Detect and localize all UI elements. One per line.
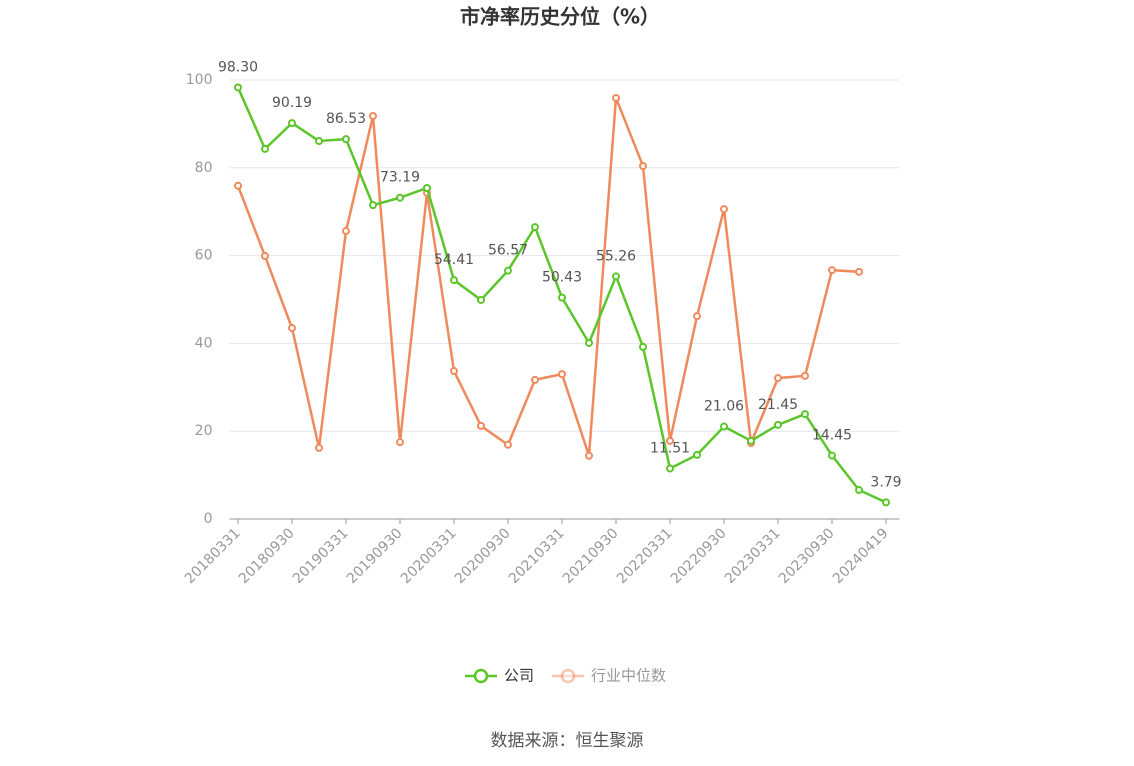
data-point	[234, 83, 242, 92]
x-tick-label: 20230930	[776, 525, 838, 587]
data-point	[396, 438, 404, 447]
data-point	[369, 201, 377, 210]
data-point	[558, 293, 566, 302]
data-point	[369, 111, 377, 120]
x-tick-label: 20230331	[722, 525, 784, 587]
data-point	[531, 375, 539, 384]
data-point	[585, 338, 593, 347]
data-label: 73.19	[380, 170, 420, 186]
x-tick-label: 20190331	[290, 525, 352, 587]
data-label: 3.79	[870, 474, 901, 490]
data-point	[693, 312, 701, 321]
data-point	[450, 367, 458, 376]
data-point	[234, 181, 242, 190]
y-tick-label: 20	[195, 423, 213, 439]
legend-marker	[473, 668, 489, 684]
data-label: 11.51	[650, 440, 690, 456]
x-tick-label: 20200930	[452, 525, 514, 587]
data-label: 86.53	[326, 111, 366, 127]
data-label: 54.41	[434, 252, 474, 268]
x-tick-label: 20190930	[344, 525, 406, 587]
data-point	[639, 162, 647, 171]
legend-marker	[560, 668, 576, 684]
x-tick-label: 20210331	[506, 525, 568, 587]
data-point	[801, 371, 809, 380]
data-point	[720, 422, 728, 431]
data-label: 21.06	[704, 399, 744, 415]
data-point	[747, 436, 755, 445]
data-label: 14.45	[812, 428, 852, 444]
x-tick-label: 20240419	[830, 525, 892, 587]
data-point	[315, 443, 323, 452]
data-point	[801, 410, 809, 419]
data-point	[585, 451, 593, 460]
data-point	[288, 119, 296, 128]
data-point	[693, 450, 701, 459]
data-point	[855, 267, 863, 276]
x-tick-label: 20180331	[182, 525, 244, 587]
data-point	[612, 93, 620, 102]
data-point	[315, 137, 323, 146]
x-tick-label: 20180930	[236, 525, 298, 587]
data-point	[477, 421, 485, 430]
data-point	[612, 272, 620, 281]
data-point	[423, 183, 431, 192]
data-label: 98.30	[218, 59, 258, 75]
series-line	[236, 97, 860, 457]
data-point	[450, 276, 458, 285]
data-point	[261, 144, 269, 153]
data-point	[504, 266, 512, 275]
x-tick-label: 20210930	[560, 525, 622, 587]
data-point	[477, 295, 485, 304]
y-tick-label: 80	[195, 160, 213, 176]
data-point	[666, 464, 674, 473]
y-tick-label: 40	[195, 335, 213, 351]
data-point	[396, 193, 404, 202]
data-point	[666, 436, 674, 445]
legend-label: 公司	[504, 667, 534, 685]
y-tick-label: 0	[204, 511, 213, 527]
y-tick-label: 100	[186, 72, 213, 88]
data-point	[531, 223, 539, 232]
data-point	[774, 420, 782, 429]
x-tick-label: 20220930	[668, 525, 730, 587]
chart-title: 市净率历史分位（%）	[460, 5, 660, 29]
legend-label: 行业中位数	[591, 667, 666, 685]
data-point	[558, 370, 566, 379]
data-label: 56.57	[488, 243, 528, 259]
y-tick-label: 60	[195, 248, 213, 264]
data-label: 21.45	[758, 397, 798, 413]
data-point	[639, 342, 647, 351]
x-tick-label: 20220331	[614, 525, 676, 587]
data-point	[342, 135, 350, 144]
data-point	[855, 486, 863, 495]
source-note: 数据来源：恒生聚源	[491, 731, 644, 751]
data-point	[504, 440, 512, 449]
data-label: 50.43	[542, 270, 582, 286]
data-point	[720, 205, 728, 214]
data-point	[261, 252, 269, 261]
data-point	[774, 374, 782, 383]
data-label: 55.26	[596, 248, 636, 264]
x-tick-label: 20200331	[398, 525, 460, 587]
data-point	[882, 498, 890, 507]
data-point	[342, 227, 350, 236]
data-point	[828, 451, 836, 460]
data-point	[288, 324, 296, 333]
data-point	[828, 266, 836, 275]
data-label: 90.19	[272, 95, 312, 111]
